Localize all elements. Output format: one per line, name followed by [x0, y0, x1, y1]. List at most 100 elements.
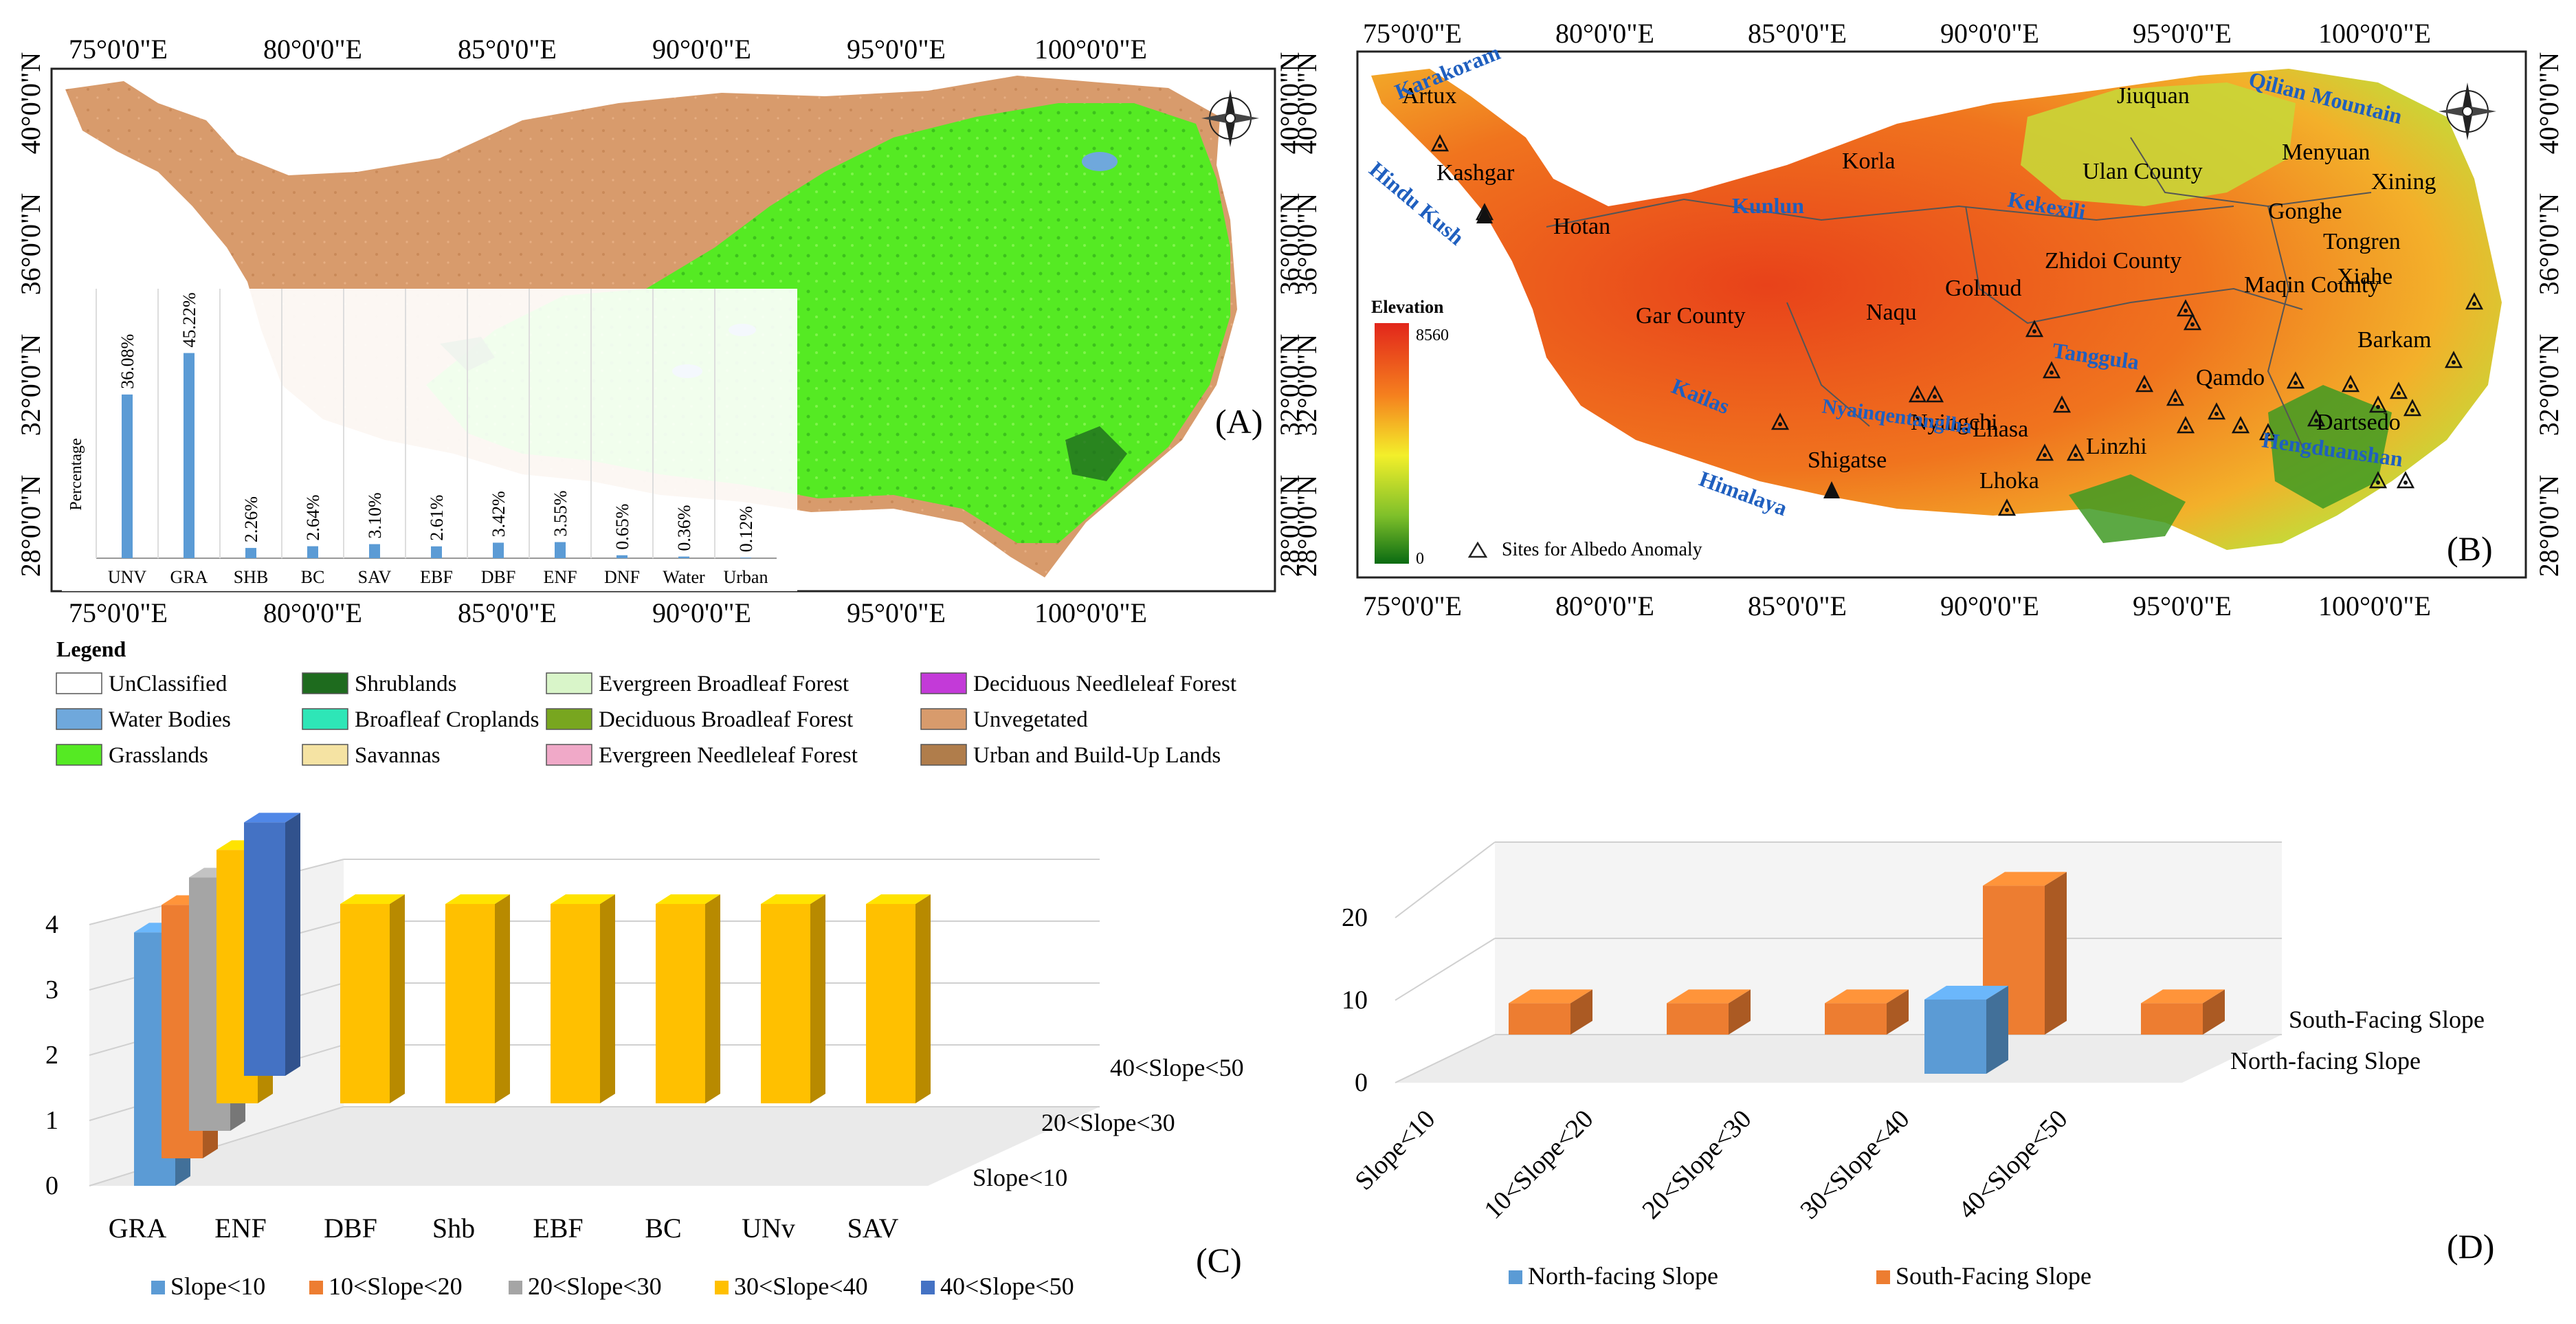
chart-d-depth-label: North-facing Slope: [2230, 1047, 2421, 1074]
chart-d-bar-top: [1924, 986, 2008, 1000]
chart-c-ytick: 0: [45, 1171, 58, 1200]
chart-d-bar-front: [1509, 1003, 1570, 1035]
city-label: Kashgar: [1436, 160, 1515, 186]
site-dot: [2397, 391, 2401, 395]
albedo-site-marker: [2258, 423, 2278, 441]
chart-d-gridline: [1395, 1034, 1496, 1083]
site-dot: [2410, 408, 2414, 412]
inset-category-label: EBF: [420, 567, 453, 587]
chart-c-bar: [340, 894, 405, 1103]
chart-d-floor: [1395, 1035, 2282, 1083]
top-tick-label: 85°0'0"E: [458, 34, 557, 65]
inset-bar: [245, 548, 256, 558]
chart-c-bar-side: [600, 894, 615, 1103]
albedo-site-marker: [2207, 402, 2226, 420]
chart-c-ytick: 3: [45, 975, 58, 1004]
panel-c-letter: (C): [1196, 1241, 1242, 1279]
chart-d-bar-top: [1825, 989, 1909, 1004]
chart-d-bar-front: [1667, 1003, 1729, 1035]
chart-c-legend-label: 10<Slope<20: [329, 1272, 463, 1300]
albedo-site-marker: [2389, 382, 2408, 399]
bottom-tick-label: 75°0'0"E: [69, 597, 168, 628]
chart-c-bar-top: [244, 813, 300, 823]
inset-category-label: GRA: [170, 567, 208, 587]
bottom-tick-label: 80°0'0"E: [263, 597, 362, 628]
legend-label: Deciduous Needleleaf Forest: [973, 672, 1236, 696]
chart-c-category-label: BC: [645, 1213, 681, 1244]
chart-c-bar-front: [340, 904, 390, 1103]
inset-category-label: DBF: [481, 567, 516, 587]
legend-swatch: [302, 744, 348, 766]
chart-c-ytick: 4: [45, 910, 58, 939]
chart-d-bar: [1509, 989, 1592, 1035]
city-label: Menyuan: [2282, 140, 2370, 165]
albedo-site-marker: [2403, 399, 2422, 417]
albedo-site-marker: [2444, 351, 2463, 368]
chart-d-bar-side: [1570, 989, 1592, 1035]
city-label: Barkam: [2357, 327, 2432, 353]
chart-c-ytick: 2: [45, 1041, 58, 1070]
legend-label: Shrublands: [355, 672, 457, 696]
inset-value-label: 3.10%: [365, 492, 385, 538]
bottom-tick-label: 90°0'0"E: [652, 597, 751, 628]
chart-c-bar-side: [390, 894, 405, 1103]
chart-c-bar-side: [705, 894, 720, 1103]
inset-category-label: DNF: [604, 567, 640, 587]
chart-c-bar: [244, 813, 300, 1076]
albedo-site-marker: [2042, 361, 2061, 379]
city-label: Zhidoi County: [2045, 248, 2181, 274]
legend-swatch: [546, 744, 592, 766]
city-label: Linzhi: [2086, 434, 2147, 459]
left-tick-label: 36°0'0"N: [1291, 193, 1322, 295]
city-label: Gar County: [1636, 303, 1746, 329]
albedo-site-marker: [2025, 320, 2044, 338]
left-tick-label: 32°0'0"N: [1291, 334, 1322, 436]
right-tick-label: 28°0'0"N: [1274, 475, 1305, 577]
inset-value-label: 36.08%: [118, 334, 137, 389]
chart-d-bar-top: [1509, 989, 1592, 1004]
legend-label: Deciduous Broadleaf Forest: [599, 707, 853, 732]
albedo-site-marker: [2176, 416, 2195, 434]
albedo-site-marker: [2135, 375, 2154, 393]
site-dot: [2314, 419, 2318, 423]
chart-d-legend-swatch: [1876, 1270, 1890, 1284]
chart-c-bar-front: [244, 822, 285, 1076]
chart-d-bar-side: [2203, 989, 2225, 1035]
city-label: Xiahe: [2337, 264, 2392, 289]
panel-a-map: 36.08% UNV 45.22% GRA 2.26% SHB 2.64% BC 3.10% SA…: [15, 34, 1305, 628]
panel-b-map: Elevation 8560 0 Sites for Albedo Anomal…: [1291, 18, 2564, 621]
albedo-site-marker: [2307, 409, 2326, 427]
panel-a-letter: (A): [1215, 402, 1263, 441]
top-tick-label: 95°0'0"E: [847, 34, 946, 65]
top-tick-label: 80°0'0"E: [263, 34, 362, 65]
bottom-tick-label: 75°0'0"E: [1363, 591, 1462, 621]
chart-c-legend-label: 30<Slope<40: [734, 1272, 868, 1300]
map-a-ticks: 75°0'0"E 80°0'0"E 85°0'0"E 90°0'0"E 95°0'0"E…: [15, 34, 1305, 628]
albedo-site-marker: [2176, 299, 2195, 317]
bottom-tick-label: 90°0'0"E: [1940, 591, 2039, 621]
chart-d-bar-front: [2141, 1003, 2203, 1035]
chart-c-bar-front: [866, 904, 915, 1103]
left-tick-label: 28°0'0"N: [15, 475, 46, 577]
site-dot: [2403, 481, 2408, 485]
chart-c-bar-top: [340, 894, 405, 904]
shigatse-peak-marker: [1823, 481, 1840, 498]
city-label: Dartsedo: [2316, 410, 2401, 435]
elevation-max-label: 8560: [1416, 327, 1449, 344]
chart-c-legend-swatch: [921, 1281, 935, 1294]
chart-c-plot: 0 1 2 3 4 GRA ENF DBF Shb EBF BC UNv SAV Slope<10 20<S…: [45, 813, 1244, 1300]
chart-d-legend-label: South-Facing Slope: [1896, 1262, 2091, 1290]
inset-category-label: UNV: [108, 567, 147, 587]
chart-d-category-label: 10<Slope<20: [1478, 1105, 1599, 1225]
chart-d-bar: [2141, 989, 2225, 1035]
inset-bar: [369, 544, 380, 558]
inset-bar: [555, 542, 566, 558]
chart-d-bar: [1667, 989, 1751, 1035]
elevation-min-label: 0: [1416, 550, 1424, 568]
site-dot: [2173, 398, 2177, 402]
chart-c-bar: [761, 894, 825, 1103]
chart-c-bar-side: [285, 813, 300, 1076]
chart-d-bar-top: [1983, 872, 2067, 886]
inset-value-label: 0.65%: [612, 504, 632, 550]
